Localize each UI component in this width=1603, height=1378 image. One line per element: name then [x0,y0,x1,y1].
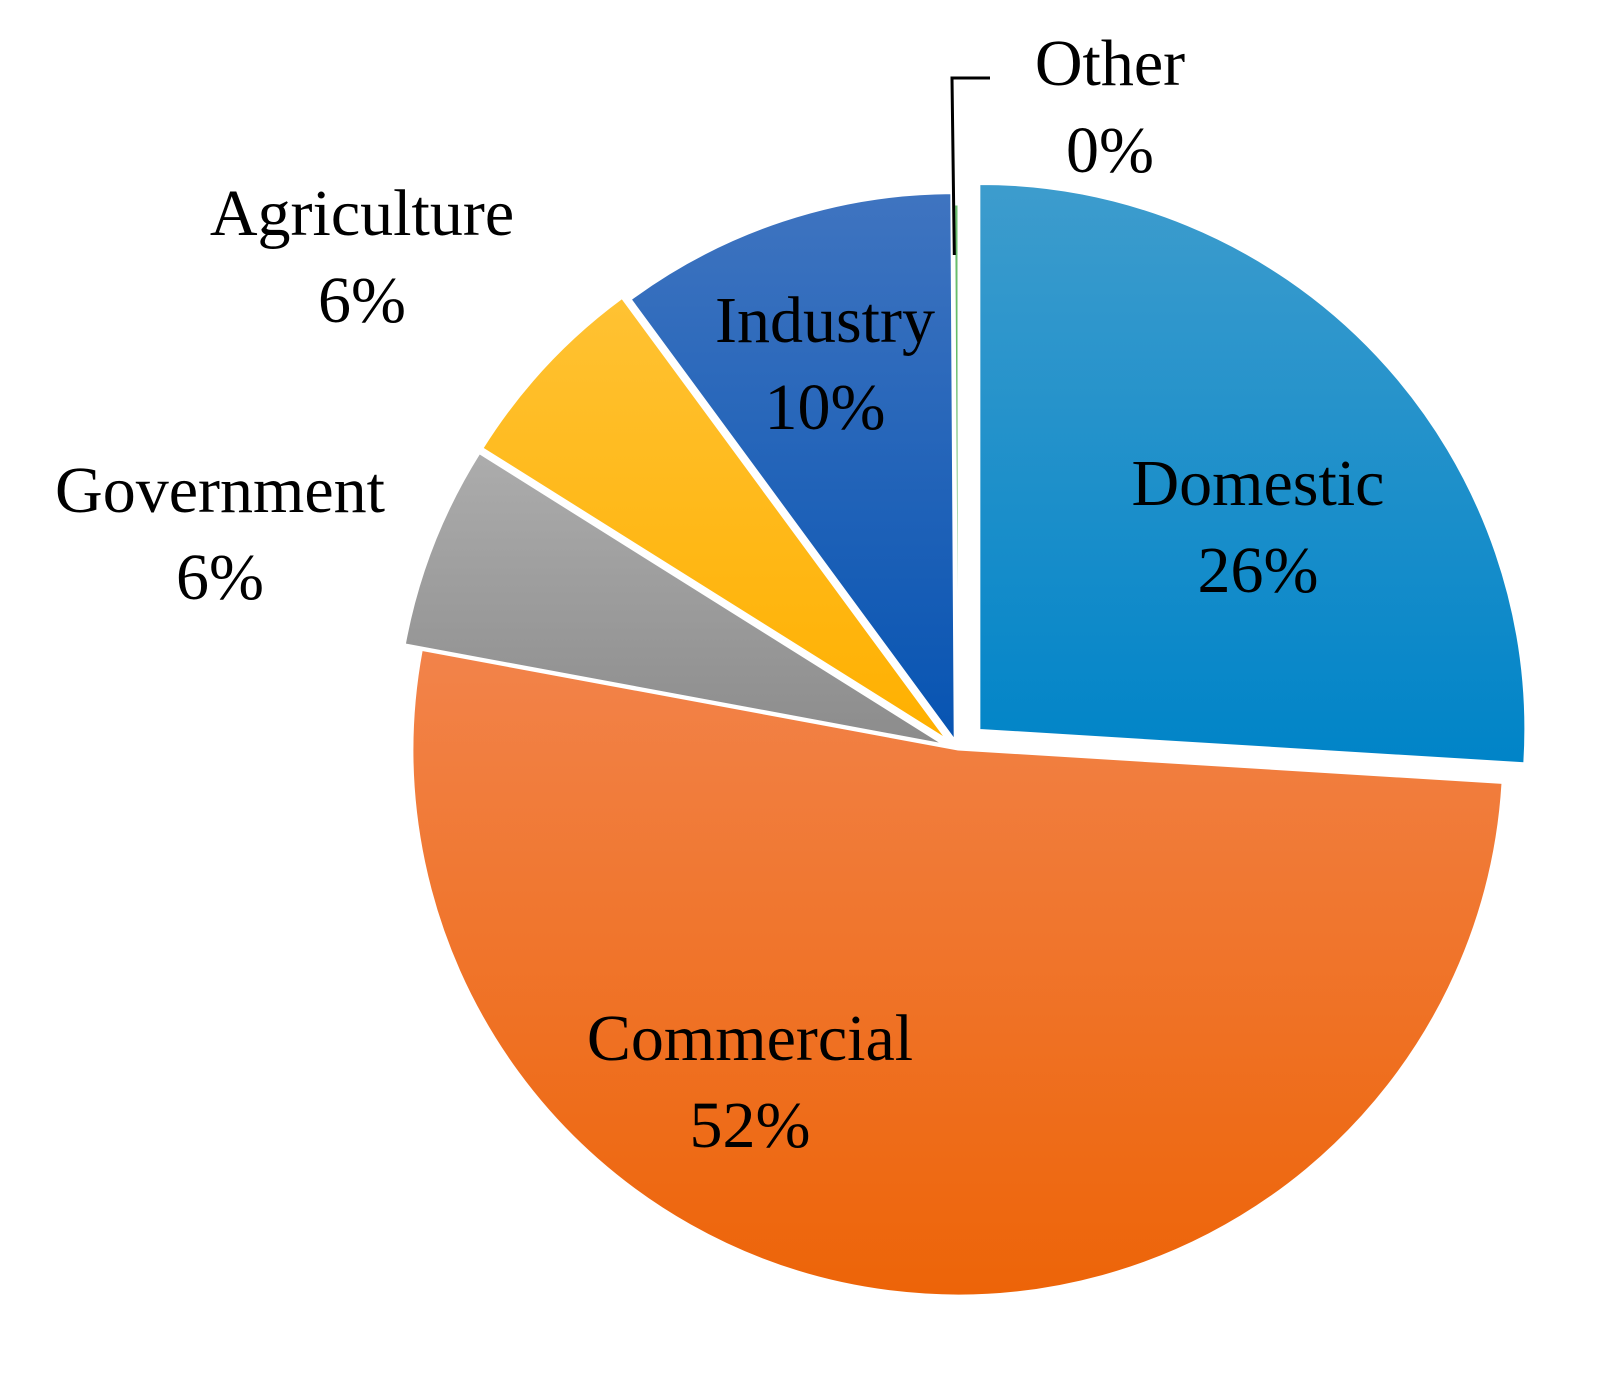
pie-slices [404,183,1526,1296]
label-industry-name: Industry [715,284,935,357]
slice-government [404,453,942,744]
label-government-name: Government [55,454,385,527]
label-other-value: 0% [1066,114,1154,187]
leader-line-other [950,76,990,256]
label-commercial-name: Commercial [587,1002,913,1075]
label-agriculture-name: Agriculture [210,177,514,250]
label-domestic-value: 26% [1198,534,1319,607]
label-industry-value: 10% [765,371,886,444]
slice-agriculture [482,297,946,739]
label-other-name: Other [1035,27,1185,100]
label-government-value: 6% [176,541,264,614]
slice-industry [630,193,955,741]
label-domestic-name: Domestic [1132,447,1385,520]
label-commercial-value: 52% [690,1089,811,1162]
slice-other [954,204,959,751]
leader-lines [950,76,990,256]
slice-commercial [412,649,1503,1296]
label-agriculture-value: 6% [318,264,406,337]
slice-domestic [979,183,1526,764]
